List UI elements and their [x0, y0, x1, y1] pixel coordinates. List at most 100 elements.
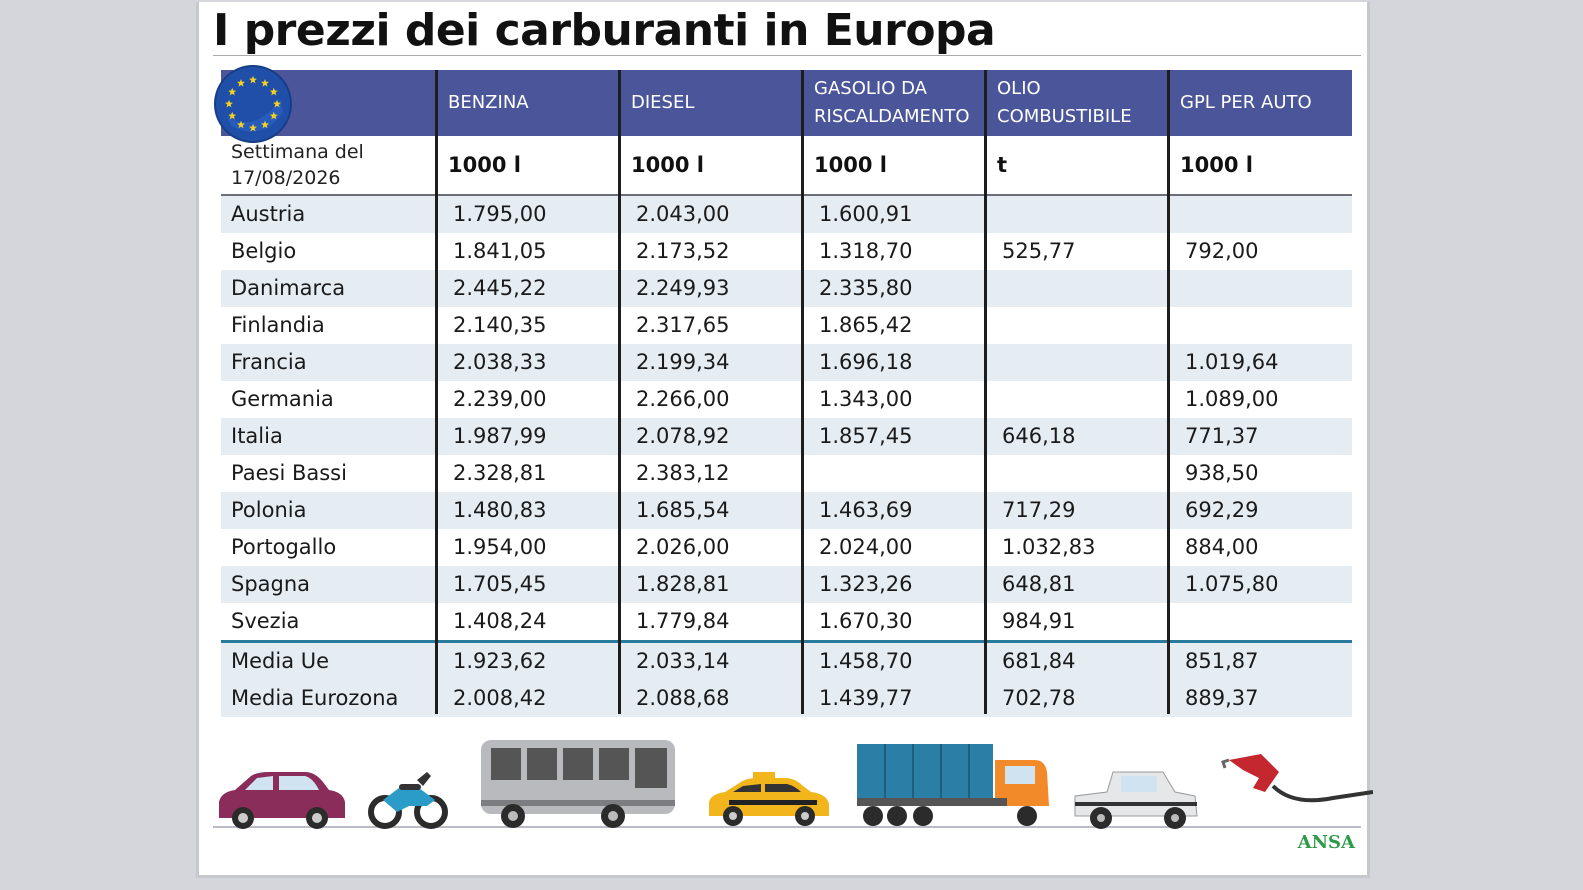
header-olio: OLIO COMBUSTIBILE: [997, 78, 1132, 127]
row-value: 2.038,33: [453, 350, 547, 374]
eu-star-icon: [228, 111, 237, 120]
row-value: 1.019,64: [1185, 350, 1279, 374]
row-value: 2.445,22: [453, 276, 547, 300]
row-value: [987, 270, 1170, 307]
column-divider: [984, 70, 987, 714]
page-title: I prezzi dei carburanti in Europa: [213, 5, 996, 56]
header-gpl: GPL PER AUTO: [1180, 92, 1312, 113]
row-country: Media Eurozona: [231, 686, 399, 710]
eu-star-icon: [228, 87, 237, 96]
jeep-icon: [1074, 771, 1198, 829]
row-value: 1.600,91: [819, 202, 913, 226]
unit-benzina: 1000 l: [448, 153, 521, 177]
row-value: 648,81: [1002, 572, 1076, 596]
row-value: 2.140,35: [453, 313, 547, 337]
row-value: 884,00: [1185, 535, 1259, 559]
row-country: Belgio: [231, 239, 297, 263]
table-body: Austria 1.795,00 2.043,00 1.600,91 Belgio 1.8…: [221, 196, 1352, 717]
table-row: Danimarca 2.445,22 2.249,93 2.335,80: [221, 270, 1352, 307]
table-row: Francia 2.038,33 2.199,34 1.696,18 1.019,64: [221, 344, 1352, 381]
eu-star-icon: [261, 79, 269, 87]
table-row: Media Eurozona 2.008,42 2.088,68 1.439,77 70…: [221, 680, 1352, 717]
taxi-icon: [709, 772, 829, 826]
eu-star-icon: [249, 75, 257, 84]
row-value: 851,87: [1185, 649, 1259, 673]
table-row: Belgio 1.841,05 2.173,52 1.318,70 525,77 792,…: [221, 233, 1352, 270]
row-value: 2.239,00: [453, 387, 547, 411]
row-value: 2.088,68: [636, 686, 730, 710]
row-value: 2.024,00: [819, 535, 913, 559]
row-country: Danimarca: [231, 276, 346, 300]
row-country: Austria: [231, 202, 306, 226]
row-value: 984,91: [1002, 609, 1076, 633]
row-value: 1.779,84: [636, 609, 730, 633]
table-row: Spagna 1.705,45 1.828,81 1.323,26 648,81 1.07…: [221, 566, 1352, 603]
row-value: 1.954,00: [453, 535, 547, 559]
eu-star-icon: [269, 87, 278, 96]
row-value: 1.828,81: [636, 572, 730, 596]
column-divider: [1167, 70, 1170, 714]
row-country: Italia: [231, 424, 283, 448]
row-value: 717,29: [1002, 498, 1076, 522]
row-country: Germania: [231, 387, 334, 411]
ansa-logo: ANSA: [1297, 832, 1355, 853]
fuel-nozzle-icon: [1221, 754, 1373, 803]
eu-star-icon: [225, 99, 233, 108]
row-value: 1.075,80: [1185, 572, 1279, 596]
row-value: 1.439,77: [819, 686, 913, 710]
row-value: 1.318,70: [819, 239, 913, 263]
eu-star-icon: [273, 99, 281, 108]
row-value: 1.089,00: [1185, 387, 1279, 411]
table-row: Paesi Bassi 2.328,81 2.383,12 938,50: [221, 455, 1352, 492]
row-value: 2.008,42: [453, 686, 547, 710]
table-row: Italia 1.987,99 2.078,92 1.857,45 646,18 771,…: [221, 418, 1352, 455]
row-value: 1.705,45: [453, 572, 547, 596]
row-value: 2.033,14: [636, 649, 730, 673]
row-value: 2.173,52: [636, 239, 730, 263]
row-country: Spagna: [231, 572, 311, 596]
row-value: [987, 455, 1170, 492]
row-value: 1.795,00: [453, 202, 547, 226]
title-divider: [213, 55, 1361, 56]
eu-star-icon: [237, 120, 245, 129]
row-country: Finlandia: [231, 313, 325, 337]
row-value: 771,37: [1185, 424, 1259, 448]
column-divider: [435, 70, 438, 714]
fuel-price-table: BENZINA DIESEL GASOLIO DA RISCALDAMENTO …: [214, 65, 1352, 717]
row-country: Media Ue: [231, 649, 330, 673]
eu-flag-icon: [214, 65, 292, 143]
row-country: Svezia: [231, 609, 300, 633]
row-value: [1170, 307, 1352, 344]
eu-star-icon: [261, 120, 269, 129]
week-label-cell: Settimana del 17/08/2026: [221, 136, 438, 194]
table-row: Finlandia 2.140,35 2.317,65 1.865,42: [221, 307, 1352, 344]
row-value: 646,18: [1002, 424, 1076, 448]
row-value: 2.317,65: [636, 313, 730, 337]
row-country: Portogallo: [231, 535, 337, 559]
row-value: 1.323,26: [819, 572, 913, 596]
row-value: 2.383,12: [636, 461, 730, 485]
row-value: 1.685,54: [636, 498, 730, 522]
row-value: 1.696,18: [819, 350, 913, 374]
table-row: Polonia 1.480,83 1.685,54 1.463,69 717,29 692…: [221, 492, 1352, 529]
unit-gasolio: 1000 l: [814, 153, 887, 177]
row-value: [987, 381, 1170, 418]
row-value: 2.199,34: [636, 350, 730, 374]
header-diesel: DIESEL: [631, 92, 695, 113]
row-value: 889,37: [1185, 686, 1259, 710]
row-country: Francia: [231, 350, 307, 374]
row-value: [987, 344, 1170, 381]
row-value: 2.328,81: [453, 461, 547, 485]
bus-icon: [481, 740, 675, 828]
row-value: 938,50: [1185, 461, 1259, 485]
table-row: Portogallo 1.954,00 2.026,00 2.024,00 1.032,…: [221, 529, 1352, 566]
row-value: 1.857,45: [819, 424, 913, 448]
row-value: 1.408,24: [453, 609, 547, 633]
header-gasolio: GASOLIO DA RISCALDAMENTO: [814, 78, 970, 127]
row-country: Polonia: [231, 498, 307, 522]
row-value: 1.987,99: [453, 424, 547, 448]
row-value: 1.841,05: [453, 239, 547, 263]
units-row: Settimana del 17/08/2026 1000 l 1000 l 1…: [221, 136, 1352, 196]
row-value: 2.026,00: [636, 535, 730, 559]
infographic-card: I prezzi dei carburanti in Europa BENZIN…: [196, 2, 1373, 878]
